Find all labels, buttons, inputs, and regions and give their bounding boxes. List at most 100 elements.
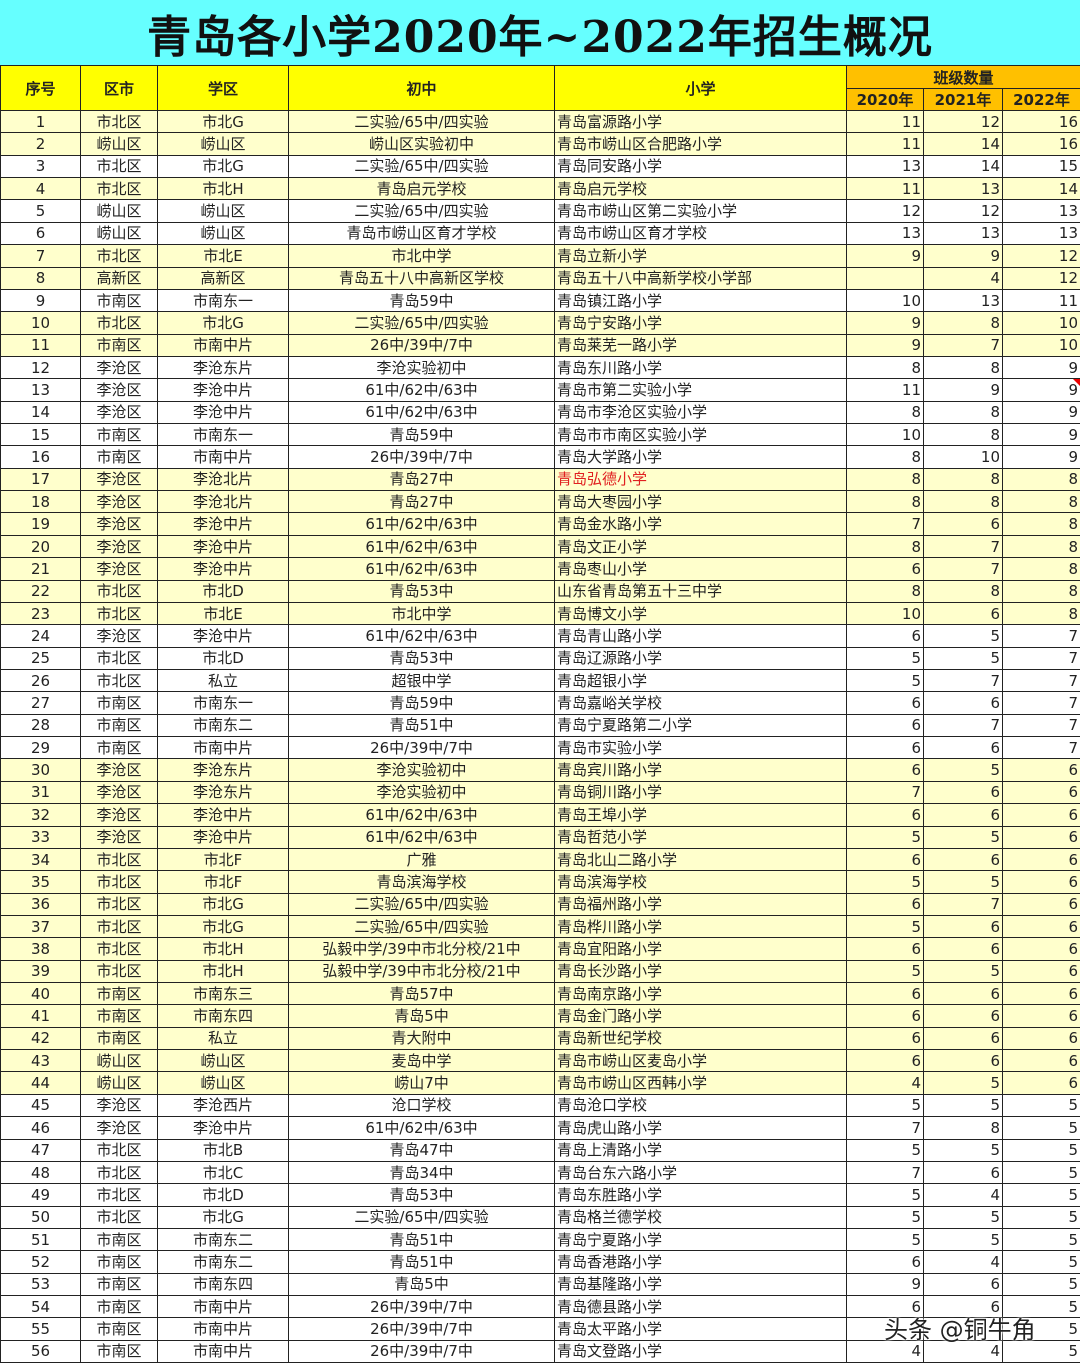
cell-middle-school[interactable]: 青岛启元学校 [288, 177, 555, 201]
cell-district[interactable]: 市北区 [80, 311, 158, 335]
cell-zone[interactable]: 市南中片 [157, 333, 289, 357]
cell-2021[interactable]: 7 [923, 557, 1003, 581]
cell-no[interactable]: 50 [0, 1205, 81, 1229]
cell-district[interactable]: 市南区 [80, 423, 158, 447]
cell-zone[interactable]: 市北H [157, 959, 289, 984]
cell-middle-school[interactable]: 二实验/65中/四实验 [288, 154, 555, 179]
cell-middle-school[interactable]: 26中/39中/7中 [288, 333, 555, 357]
cell-2021[interactable]: 8 [923, 423, 1003, 447]
cell-primary-school[interactable]: 青岛市实验小学 [554, 736, 847, 760]
cell-zone[interactable]: 市南中片 [157, 1317, 289, 1341]
cell-2021[interactable]: 8 [923, 579, 1003, 603]
cell-district[interactable]: 李沧区 [80, 378, 158, 402]
cell-2020[interactable]: 6 [846, 758, 924, 782]
cell-no[interactable]: 7 [0, 244, 81, 268]
header-district[interactable]: 区市 [80, 65, 158, 111]
cell-2020[interactable]: 13 [846, 154, 924, 179]
cell-2022[interactable]: 14 [1002, 177, 1080, 201]
cell-2020[interactable]: 6 [846, 713, 924, 738]
cell-2022[interactable]: 5 [1002, 1116, 1080, 1140]
cell-district[interactable]: 市北区 [80, 847, 158, 872]
cell-zone[interactable]: 市北B [157, 1138, 289, 1162]
cell-district[interactable]: 李沧区 [80, 490, 158, 514]
cell-2022[interactable]: 8 [1002, 601, 1080, 626]
cell-2020[interactable]: 5 [846, 1205, 924, 1229]
cell-2020[interactable]: 11 [846, 177, 924, 201]
cell-district[interactable]: 市北区 [80, 1183, 158, 1207]
cell-2022[interactable]: 5 [1002, 1093, 1080, 1118]
cell-2022[interactable]: 11 [1002, 288, 1080, 313]
cell-primary-school[interactable]: 青岛虎山路小学 [554, 1116, 847, 1140]
cell-primary-school[interactable]: 青岛青山路小学 [554, 624, 847, 648]
cell-2021[interactable]: 12 [923, 109, 1003, 134]
cell-district[interactable]: 市北区 [80, 177, 158, 201]
cell-zone[interactable]: 崂山区 [157, 132, 289, 156]
cell-no[interactable]: 56 [0, 1339, 81, 1364]
cell-zone[interactable]: 李沧中片 [157, 378, 289, 402]
cell-district[interactable]: 市南区 [80, 1295, 158, 1319]
cell-2022[interactable]: 6 [1002, 847, 1080, 872]
cell-2020[interactable]: 9 [846, 1272, 924, 1297]
cell-2022[interactable]: 15 [1002, 154, 1080, 179]
cell-primary-school[interactable]: 青岛市崂山区合肥路小学 [554, 132, 847, 156]
cell-2022[interactable]: 6 [1002, 914, 1080, 939]
cell-district[interactable]: 市北区 [80, 601, 158, 626]
cell-2020[interactable]: 7 [846, 512, 924, 536]
cell-no[interactable]: 3 [0, 154, 81, 179]
cell-district[interactable]: 崂山区 [80, 1049, 158, 1073]
cell-district[interactable]: 市南区 [80, 982, 158, 1006]
cell-primary-school[interactable]: 青岛文登路小学 [554, 1339, 847, 1364]
cell-zone[interactable]: 市南东二 [157, 713, 289, 738]
cell-2022[interactable]: 8 [1002, 557, 1080, 581]
header-primary-school[interactable]: 小学 [554, 65, 847, 111]
cell-district[interactable]: 市南区 [80, 691, 158, 715]
cell-primary-school[interactable]: 青岛大枣园小学 [554, 490, 847, 514]
cell-district[interactable]: 崂山区 [80, 132, 158, 156]
cell-no[interactable]: 38 [0, 937, 81, 961]
cell-no[interactable]: 8 [0, 266, 81, 290]
cell-zone[interactable]: 崂山区 [157, 221, 289, 246]
cell-zone[interactable]: 市北C [157, 1160, 289, 1185]
cell-2021[interactable]: 5 [923, 1071, 1003, 1095]
cell-primary-school[interactable]: 青岛五十八中高新学校小学部 [554, 266, 847, 290]
cell-no[interactable]: 25 [0, 646, 81, 670]
cell-no[interactable]: 49 [0, 1183, 81, 1207]
cell-2022[interactable]: 9 [1002, 355, 1080, 380]
cell-district[interactable]: 崂山区 [80, 199, 158, 223]
cell-zone[interactable]: 市南中片 [157, 1339, 289, 1364]
cell-2021[interactable]: 6 [923, 803, 1003, 827]
cell-district[interactable]: 市南区 [80, 1004, 158, 1028]
cell-2022[interactable]: 10 [1002, 311, 1080, 335]
cell-zone[interactable]: 市北G [157, 892, 289, 916]
cell-middle-school[interactable]: 青岛47中 [288, 1138, 555, 1162]
cell-primary-school[interactable]: 青岛滨海学校 [554, 870, 847, 894]
cell-2021[interactable]: 8 [923, 490, 1003, 514]
cell-2020[interactable]: 6 [846, 847, 924, 872]
cell-zone[interactable]: 市南东一 [157, 288, 289, 313]
cell-no[interactable]: 53 [0, 1272, 81, 1297]
cell-2020[interactable]: 5 [846, 1138, 924, 1162]
cell-primary-school[interactable]: 青岛市崂山区育才学校 [554, 221, 847, 246]
cell-2021[interactable]: 4 [923, 266, 1003, 290]
cell-primary-school[interactable]: 青岛王埠小学 [554, 803, 847, 827]
cell-2020[interactable]: 12 [846, 199, 924, 223]
cell-middle-school[interactable]: 青岛59中 [288, 423, 555, 447]
cell-no[interactable]: 9 [0, 288, 81, 313]
cell-2022[interactable]: 7 [1002, 624, 1080, 648]
cell-no[interactable]: 21 [0, 557, 81, 581]
cell-middle-school[interactable]: 青岛市崂山区育才学校 [288, 221, 555, 246]
cell-no[interactable]: 48 [0, 1160, 81, 1185]
cell-district[interactable]: 市北区 [80, 1160, 158, 1185]
cell-district[interactable]: 市北区 [80, 154, 158, 179]
cell-middle-school[interactable]: 青岛59中 [288, 288, 555, 313]
cell-2022[interactable]: 8 [1002, 512, 1080, 536]
cell-no[interactable]: 16 [0, 445, 81, 469]
cell-2022[interactable]: 7 [1002, 646, 1080, 670]
cell-middle-school[interactable]: 超银中学 [288, 668, 555, 693]
cell-zone[interactable]: 李沧中片 [157, 512, 289, 536]
cell-2020[interactable]: 11 [846, 378, 924, 402]
cell-no[interactable]: 24 [0, 624, 81, 648]
cell-zone[interactable]: 市北D [157, 1183, 289, 1207]
cell-2020[interactable]: 8 [846, 534, 924, 559]
cell-no[interactable]: 40 [0, 982, 81, 1006]
